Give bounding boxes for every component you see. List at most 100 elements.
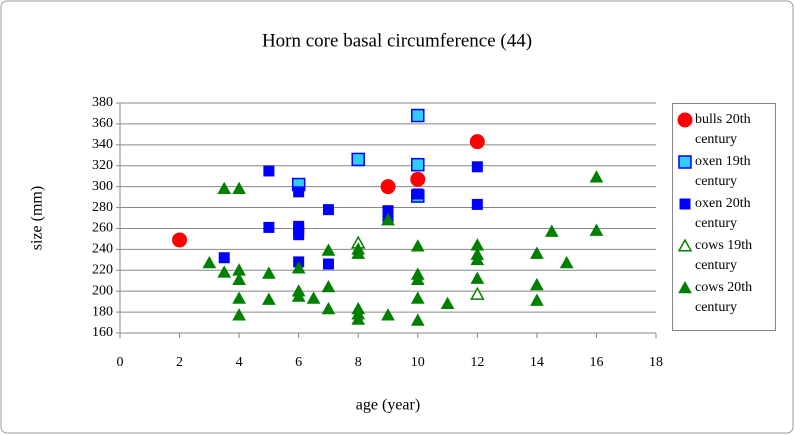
marker-circle	[380, 179, 396, 195]
y-axis-label: size (mm)	[29, 186, 46, 250]
legend-item: cows 20th century	[677, 278, 773, 318]
y-tick-label: 220	[92, 262, 113, 277]
x-tick-label: 18	[649, 355, 663, 370]
marker-square	[322, 204, 334, 216]
legend-item: cows 19th century	[677, 236, 773, 276]
legend-label: cows 19th century	[695, 238, 753, 273]
marker-square	[263, 221, 275, 233]
marker-square	[471, 161, 483, 173]
marker-square	[411, 157, 425, 172]
marker-triangle	[262, 292, 276, 305]
marker-triangle	[530, 246, 544, 259]
y-tick-label: 380	[92, 95, 113, 110]
x-tick-label: 14	[530, 355, 544, 370]
marker-triangle	[232, 181, 246, 195]
legend-item: oxen 19th century	[677, 152, 773, 192]
marker-triangle	[678, 280, 692, 294]
marker-square	[412, 188, 424, 200]
x-tick-label: 16	[589, 355, 603, 370]
legend-label: bulls 20th century	[695, 112, 751, 147]
marker-square	[411, 108, 425, 123]
x-tick-label: 6	[295, 355, 302, 370]
marker-triangle	[217, 265, 232, 278]
marker-triangle	[291, 261, 306, 274]
marker-circle	[677, 112, 693, 128]
marker-square	[263, 165, 275, 177]
legend-item: bulls 20th century	[677, 110, 773, 150]
marker-triangle	[410, 272, 425, 285]
marker-triangle	[321, 243, 336, 256]
x-tick-label: 8	[355, 355, 362, 370]
marker-triangle	[202, 255, 217, 269]
marker-triangle	[410, 239, 425, 252]
y-tick-label: 260	[92, 221, 113, 236]
marker-square	[351, 152, 365, 167]
marker-triangle	[217, 181, 232, 195]
x-axis-label: age (year)	[356, 397, 420, 414]
marker-square	[679, 198, 691, 210]
x-tick-label: 4	[236, 355, 243, 370]
legend-icon	[678, 155, 692, 169]
marker-square	[293, 229, 305, 241]
y-tick-label: 320	[92, 158, 113, 173]
marker-triangle	[262, 266, 276, 279]
x-tick-label: 12	[470, 355, 484, 370]
x-tick-label: 10	[411, 355, 425, 370]
legend-icon	[678, 280, 692, 294]
marker-square	[322, 258, 334, 270]
legend-label: oxen 19th century	[695, 154, 751, 189]
y-tick-label: 240	[92, 242, 113, 257]
marker-triangle	[232, 291, 246, 304]
marker-triangle	[321, 301, 336, 315]
marker-triangle	[232, 272, 246, 285]
y-tick-label: 200	[92, 283, 113, 298]
marker-triangle	[381, 213, 395, 226]
marker-triangle	[470, 271, 485, 284]
marker-circle	[469, 134, 485, 150]
legend-label: oxen 20th century	[695, 196, 751, 231]
marker-square	[293, 186, 305, 198]
marker-triangle	[440, 296, 455, 310]
chart-title: Horn core basal circumference (44)	[262, 30, 532, 51]
marker-circle	[410, 171, 426, 187]
marker-triangle	[589, 223, 604, 236]
marker-square	[471, 198, 483, 210]
legend-icon	[677, 112, 693, 128]
y-tick-label: 360	[92, 116, 113, 131]
marker-triangle	[381, 308, 395, 321]
marker-triangle	[410, 291, 425, 304]
y-tick-label: 300	[92, 179, 113, 194]
marker-triangle	[530, 293, 544, 306]
marker-square	[218, 252, 230, 264]
legend-item: oxen 20th century	[677, 194, 773, 234]
marker-triangle	[410, 313, 425, 326]
marker-triangle	[306, 291, 321, 304]
marker-triangle	[232, 308, 246, 321]
marker-triangle	[530, 277, 544, 291]
legend: bulls 20th century oxen 19th century oxen …	[672, 103, 776, 331]
marker-triangle	[559, 255, 574, 269]
marker-triangle	[291, 289, 306, 302]
legend-icon	[677, 238, 693, 252]
marker-triangle	[544, 224, 559, 237]
marker-triangle	[351, 246, 366, 259]
legend-icon	[679, 198, 691, 210]
x-tick-label: 2	[176, 355, 183, 370]
y-tick-label: 340	[92, 137, 113, 152]
marker-square	[678, 155, 692, 169]
y-tick-label: 280	[92, 200, 113, 215]
legend-label: cows 20th century	[695, 280, 753, 315]
y-tick-label: 180	[92, 304, 113, 319]
y-tick-label: 160	[92, 325, 113, 340]
marker-triangle	[351, 312, 366, 325]
marker-triangle	[589, 170, 604, 183]
marker-triangle	[470, 252, 485, 266]
x-tick-label: 0	[117, 355, 124, 370]
marker-triangle	[470, 286, 485, 300]
marker-circle	[172, 232, 188, 248]
marker-triangle	[677, 238, 693, 252]
marker-triangle	[321, 279, 336, 293]
